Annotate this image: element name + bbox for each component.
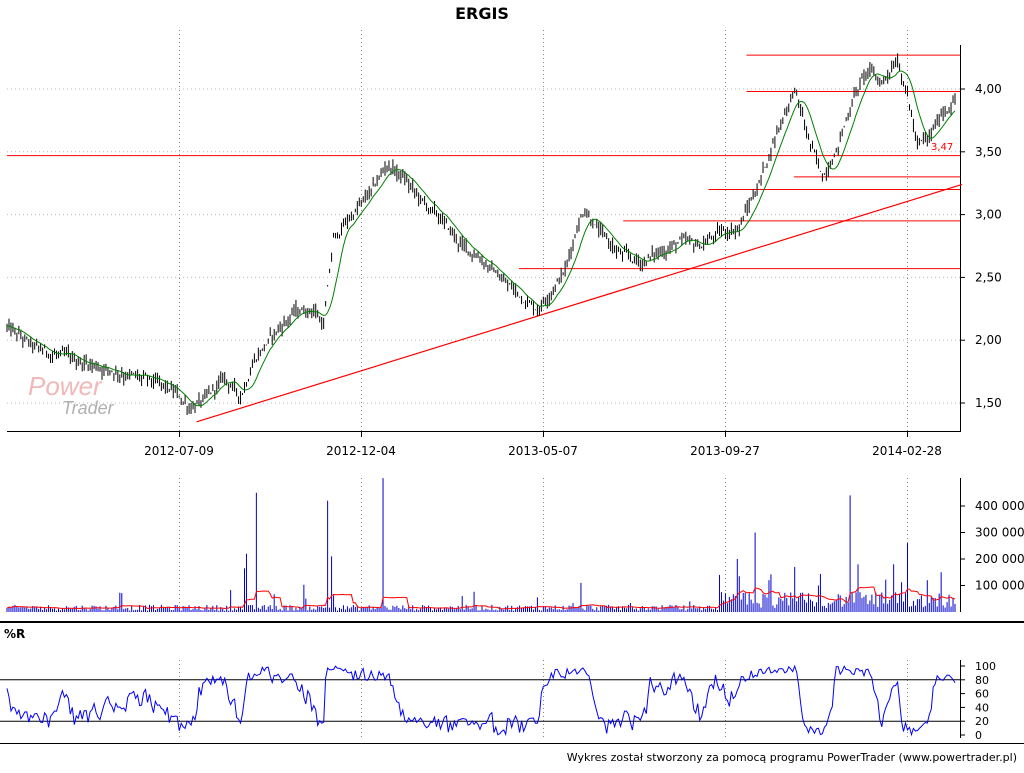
price-y-tick-label: 3,00 — [975, 208, 1002, 222]
watermark-line1: Power — [28, 371, 103, 401]
williams-r-panel — [0, 664, 960, 737]
trendline — [196, 183, 963, 423]
axis-labels: 2012-07-09 2012-12-04 2013-05-07 2013-09-27… — [144, 82, 1024, 742]
footer-credit: Wykres został stworzony za pomocą progra… — [567, 751, 1017, 764]
panel-frames — [0, 45, 1024, 744]
x-tick-label: 2012-07-09 — [144, 444, 214, 458]
watermark: Power Trader — [28, 371, 115, 418]
wr-y-tick-label: 20 — [975, 715, 989, 728]
volume-panel — [6, 478, 956, 612]
wr-y-tick-label: 40 — [975, 701, 989, 714]
volume-y-tick-label: 200 000 — [975, 552, 1024, 566]
price-y-tick-label: 2,00 — [975, 333, 1002, 347]
price-y-tick-label: 2,50 — [975, 270, 1002, 284]
wr-y-tick-label: 0 — [975, 729, 982, 742]
price-y-tick-label: 1,50 — [975, 396, 1002, 410]
volume-moving-average — [6, 586, 955, 610]
wr-y-tick-label: 100 — [975, 660, 996, 673]
x-tick-label: 2014-02-28 — [872, 444, 942, 458]
price-panel — [6, 53, 963, 423]
volume-y-tick-label: 300 000 — [975, 526, 1024, 540]
x-tick-label: 2013-09-27 — [690, 444, 760, 458]
x-tick-label: 2012-12-04 — [326, 444, 396, 458]
wr-y-tick-label: 80 — [975, 674, 989, 687]
volume-y-tick-label: 400 000 — [975, 499, 1024, 513]
price-annotation: 3,47 — [931, 142, 953, 153]
price-y-tick-label: 3,50 — [975, 145, 1002, 159]
watermark-line2: Trader — [62, 398, 115, 418]
williams-r-line — [6, 664, 956, 737]
x-tick-label: 2013-05-07 — [508, 444, 578, 458]
wr-y-tick-label: 60 — [975, 688, 989, 701]
chart-title: ERGIS — [455, 4, 509, 23]
volume-y-tick-label: 100 000 — [975, 579, 1024, 593]
moving-average-line — [6, 70, 956, 407]
williams-r-title: %R — [4, 627, 25, 641]
price-y-tick-label: 4,00 — [975, 82, 1002, 96]
